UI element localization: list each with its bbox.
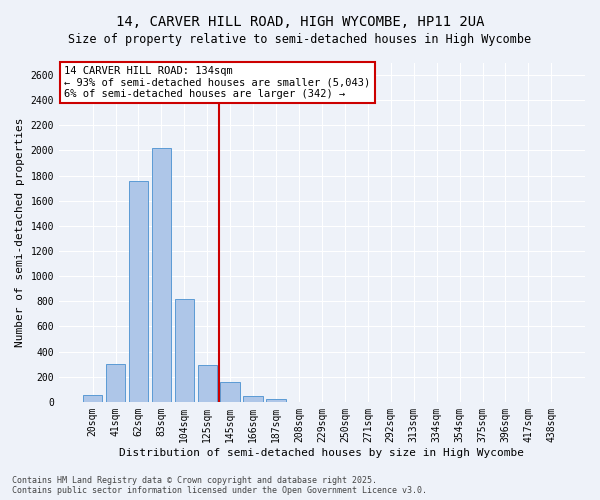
Bar bbox=[83, 395, 103, 402]
Text: Contains HM Land Registry data © Crown copyright and database right 2025.
Contai: Contains HM Land Registry data © Crown c… bbox=[12, 476, 427, 495]
Bar bbox=[175, 300, 194, 402]
Text: 14, CARVER HILL ROAD, HIGH WYCOMBE, HP11 2UA: 14, CARVER HILL ROAD, HIGH WYCOMBE, HP11… bbox=[116, 15, 484, 29]
X-axis label: Distribution of semi-detached houses by size in High Wycombe: Distribution of semi-detached houses by … bbox=[119, 448, 524, 458]
Bar bbox=[129, 180, 148, 402]
Text: Size of property relative to semi-detached houses in High Wycombe: Size of property relative to semi-detach… bbox=[68, 32, 532, 46]
Bar bbox=[197, 366, 217, 402]
Bar bbox=[106, 364, 125, 402]
Bar bbox=[220, 382, 240, 402]
Text: 14 CARVER HILL ROAD: 134sqm
← 93% of semi-detached houses are smaller (5,043)
6%: 14 CARVER HILL ROAD: 134sqm ← 93% of sem… bbox=[64, 66, 370, 99]
Y-axis label: Number of semi-detached properties: Number of semi-detached properties bbox=[15, 118, 25, 347]
Bar bbox=[266, 398, 286, 402]
Bar bbox=[152, 148, 171, 402]
Bar bbox=[244, 396, 263, 402]
